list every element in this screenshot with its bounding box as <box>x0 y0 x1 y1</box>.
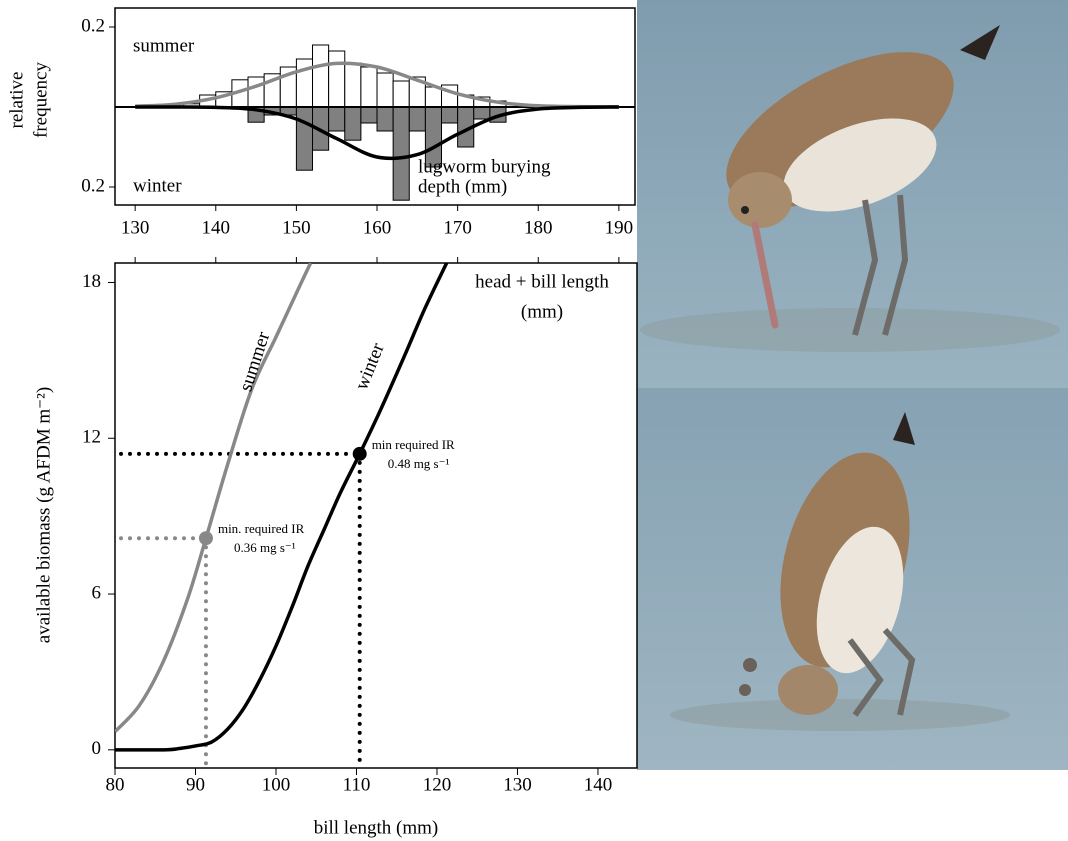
x-tick-label: 140 <box>202 217 231 238</box>
histogram-bar <box>248 77 264 107</box>
series-label: summer <box>133 35 195 56</box>
y-tick-label: 6 <box>92 582 102 603</box>
figure: 0.20.2130140150160170180190relativefrequ… <box>0 0 1068 841</box>
bottom-chart: min. required IR 0.36 mg s⁻¹ min required … <box>33 263 612 838</box>
point-annotation: 0.36 mg s⁻¹ <box>234 540 296 555</box>
histogram-bar <box>345 63 361 107</box>
histogram-bar <box>425 87 441 107</box>
y-tick-label: 18 <box>82 271 101 292</box>
y-axis-label: available biomass (g AFDM m⁻²) <box>33 387 54 643</box>
y-tick-label: 12 <box>82 427 101 448</box>
x-tick-label: 90 <box>186 774 205 795</box>
histogram-bar <box>409 107 425 131</box>
histogram-bar <box>393 81 409 107</box>
histogram-bar <box>442 107 458 123</box>
y-axis-label: relative <box>6 72 27 129</box>
x-tick-label: 130 <box>121 217 150 238</box>
annotation: depth (mm) <box>418 176 507 197</box>
point-annotation: min required IR <box>372 437 455 452</box>
x-tick-label: 150 <box>282 217 311 238</box>
y-axis-label: frequency <box>30 62 51 138</box>
histogram-bar <box>296 107 312 170</box>
y-tick-label: 0.2 <box>81 15 105 36</box>
x-tick-label: 190 <box>605 217 634 238</box>
histogram-bar <box>361 107 377 123</box>
bottom-plot-frame <box>115 263 637 768</box>
histogram-bar <box>377 107 393 131</box>
plot-area <box>115 263 447 766</box>
series-label: summer <box>235 329 274 394</box>
x-tick-label: 180 <box>524 217 553 238</box>
series-label: winter <box>351 340 389 393</box>
histogram-bar <box>377 73 393 107</box>
x-tick-label: 80 <box>106 774 125 795</box>
y-tick-label: 0.2 <box>81 175 105 196</box>
point-annotation: min. required IR <box>218 521 305 536</box>
annotation: lugworm burying <box>418 156 551 177</box>
photo-top <box>637 0 1068 388</box>
x-tick-label: 160 <box>363 217 392 238</box>
histogram-bar <box>296 59 312 107</box>
x-tick-label: 120 <box>423 774 452 795</box>
x-axis-label: (mm) <box>521 301 563 322</box>
histogram-bar <box>329 51 345 107</box>
x-axis-label: head + bill length <box>475 271 609 292</box>
point-annotation: 0.48 mg s⁻¹ <box>388 456 450 471</box>
histogram-bar <box>361 67 377 107</box>
histogram-bar <box>474 107 490 119</box>
series-label: winter <box>133 175 182 196</box>
point-marker <box>353 447 367 461</box>
x-tick-label: 140 <box>584 774 613 795</box>
histogram-bar <box>393 107 409 200</box>
y-tick-label: 0 <box>92 738 102 759</box>
x-axis-label: bill length (mm) <box>314 817 439 838</box>
line-series <box>115 263 311 732</box>
x-tick-label: 170 <box>443 217 472 238</box>
line-series <box>115 263 447 750</box>
histogram-bar <box>345 107 361 140</box>
photo-bottom <box>637 388 1068 770</box>
histogram-bar <box>313 45 329 107</box>
x-tick-label: 110 <box>343 774 371 795</box>
x-tick-label: 130 <box>503 774 532 795</box>
x-tick-label: 100 <box>262 774 291 795</box>
histogram-bar <box>329 107 345 131</box>
plot-area <box>115 45 635 200</box>
page: 0.20.2130140150160170180190relativefrequ… <box>0 0 1068 841</box>
point-marker <box>199 531 213 545</box>
